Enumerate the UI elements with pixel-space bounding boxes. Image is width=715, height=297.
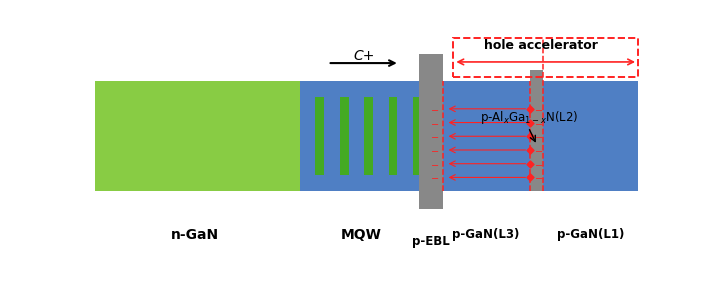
Text: $-$: $-$ xyxy=(430,131,439,141)
Bar xyxy=(530,70,543,191)
Bar xyxy=(389,97,398,175)
Text: $-$: $-$ xyxy=(534,104,543,114)
Bar xyxy=(543,81,638,191)
Text: p-GaN(L3): p-GaN(L3) xyxy=(452,228,519,241)
Text: p-GaN(L1): p-GaN(L1) xyxy=(557,228,624,241)
Bar xyxy=(419,54,443,209)
Bar xyxy=(364,97,373,175)
Text: $-$: $-$ xyxy=(430,145,439,155)
Text: n-GaN: n-GaN xyxy=(171,228,219,241)
Text: $-$: $-$ xyxy=(534,131,543,141)
Text: $-$: $-$ xyxy=(534,159,543,169)
Text: MQW: MQW xyxy=(340,228,381,241)
Text: hole accelerator: hole accelerator xyxy=(484,40,598,53)
Bar xyxy=(300,81,419,191)
Text: $-$: $-$ xyxy=(430,159,439,169)
Text: $-$: $-$ xyxy=(430,173,439,182)
Text: p-Al$_x$Ga$_{1-x}$N(L2): p-Al$_x$Ga$_{1-x}$N(L2) xyxy=(480,110,578,127)
Bar xyxy=(315,97,325,175)
Text: $-$: $-$ xyxy=(430,104,439,114)
Bar xyxy=(413,97,419,175)
Text: p-EBL: p-EBL xyxy=(413,235,450,248)
Text: C+: C+ xyxy=(353,49,375,63)
Text: $-$: $-$ xyxy=(430,118,439,127)
Text: $-$: $-$ xyxy=(534,118,543,127)
Bar xyxy=(95,81,300,191)
Text: $-$: $-$ xyxy=(534,145,543,155)
Text: $-$: $-$ xyxy=(534,173,543,182)
Bar xyxy=(443,81,530,191)
Bar xyxy=(453,38,638,77)
Bar xyxy=(340,97,349,175)
